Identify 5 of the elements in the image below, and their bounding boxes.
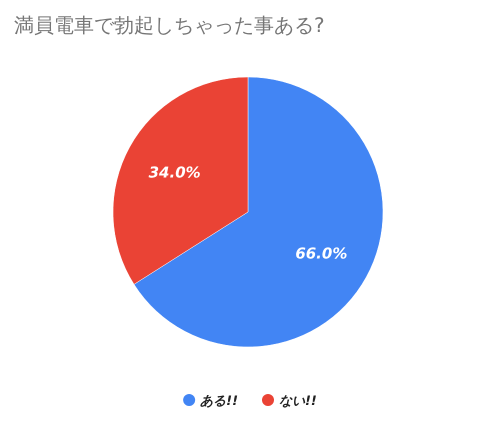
legend-label: ない!! — [279, 394, 317, 409]
chart-title: 満員電車で勃起しちゃった事ある? — [14, 13, 325, 37]
data-label: 34.0% — [148, 164, 201, 182]
data-label: 66.0% — [295, 244, 348, 262]
legend-label: ある!! — [200, 394, 238, 409]
